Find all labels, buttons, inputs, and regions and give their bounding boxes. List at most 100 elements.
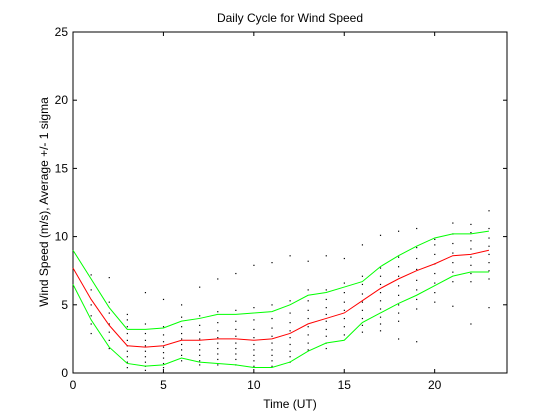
observation-point: [470, 223, 472, 226]
upper-sigma-line: [72, 230, 489, 330]
observation-point: [162, 334, 165, 336]
observation-point: [289, 356, 291, 358]
observation-point: [398, 304, 400, 306]
observation-point: [199, 354, 201, 356]
x-axis-title: Time (UT): [263, 397, 317, 411]
observation-point: [470, 232, 472, 234]
observation-point: [253, 319, 255, 321]
observation-point: [416, 289, 418, 291]
observation-point: [108, 339, 110, 341]
observation-point: [434, 253, 436, 256]
x-tick-label: 0: [70, 378, 77, 392]
observation-point: [452, 242, 454, 245]
observation-point: [452, 222, 454, 224]
observation-point: [162, 367, 165, 369]
observation-point: [488, 307, 490, 309]
observation-point: [217, 330, 219, 332]
observation-point: [379, 308, 382, 310]
observation-point: [470, 256, 472, 258]
observation-point: [181, 343, 183, 346]
observation-point: [379, 300, 382, 302]
observation-point: [199, 324, 201, 326]
observation-point: [434, 272, 436, 275]
observation-point: [181, 304, 183, 306]
observation-point: [379, 323, 382, 325]
observation-point: [289, 330, 291, 332]
observation-point: [271, 342, 273, 344]
observation-point: [470, 248, 472, 250]
observation-point: [181, 332, 183, 335]
observation-point: [144, 356, 147, 358]
observation-point: [398, 285, 400, 287]
observation-point: [90, 315, 92, 317]
observation-point: [379, 283, 382, 286]
observation-point: [470, 323, 472, 325]
observation-point: [217, 364, 219, 366]
observation-point: [144, 292, 147, 294]
observation-point: [144, 350, 147, 352]
observation-point: [162, 326, 165, 328]
observation-point: [325, 298, 327, 301]
observation-point: [488, 237, 490, 239]
observation-point: [108, 323, 110, 325]
observation-point: [307, 300, 309, 302]
observation-point: [488, 227, 490, 230]
observation-point: [199, 349, 201, 351]
observation-point: [90, 332, 92, 335]
observation-point: [379, 330, 382, 332]
observation-point: [325, 335, 327, 337]
observation-point: [271, 360, 273, 362]
observation-point: [398, 312, 400, 314]
observation-point: [416, 247, 418, 249]
observation-point: [398, 294, 400, 296]
observation-point: [217, 278, 219, 280]
observation-point: [253, 343, 255, 346]
observation-point: [398, 266, 400, 268]
observation-point: [343, 334, 345, 336]
observation-point: [162, 346, 165, 348]
observation-point: [289, 350, 291, 352]
observation-point: [162, 362, 165, 365]
observation-point: [289, 300, 291, 302]
observation-point: [488, 245, 490, 247]
y-tick-label: 0: [61, 366, 68, 380]
observation-point: [217, 337, 219, 339]
observation-point: [289, 337, 291, 339]
observation-point: [217, 311, 219, 313]
observation-point: [199, 343, 201, 346]
observation-point: [253, 264, 255, 266]
observation-point: [488, 210, 490, 212]
observation-point: [343, 292, 345, 294]
observation-point: [470, 281, 472, 283]
observation-point: [343, 309, 345, 311]
observation-point: [253, 337, 255, 339]
y-axis-title: Wind Speed (m/s), Average +/- 1 sigma: [37, 97, 51, 307]
observation-point: [271, 335, 273, 337]
observation-point: [289, 343, 291, 346]
observation-point: [470, 272, 472, 275]
observation-point: [126, 361, 128, 363]
observation-point: [271, 365, 273, 367]
observation-point: [470, 240, 472, 242]
observation-point: [253, 365, 255, 367]
observation-point: [235, 353, 237, 355]
observation-point: [144, 323, 147, 325]
observation-point: [379, 316, 382, 318]
observation-point: [126, 332, 128, 335]
observation-point: [271, 317, 273, 320]
observation-point: [416, 298, 418, 301]
observation-point: [199, 286, 201, 288]
observation-point: [307, 326, 309, 328]
observation-point: [271, 349, 273, 351]
observation-point: [108, 277, 110, 279]
observation-point: [307, 342, 309, 344]
observation-point: [307, 309, 309, 311]
observation-point: [217, 342, 219, 344]
observation-point: [325, 320, 327, 322]
observation-point: [434, 301, 436, 303]
observation-point: [162, 352, 165, 354]
observation-point: [253, 328, 255, 331]
observation-point: [470, 264, 472, 266]
observation-point: [307, 260, 309, 262]
